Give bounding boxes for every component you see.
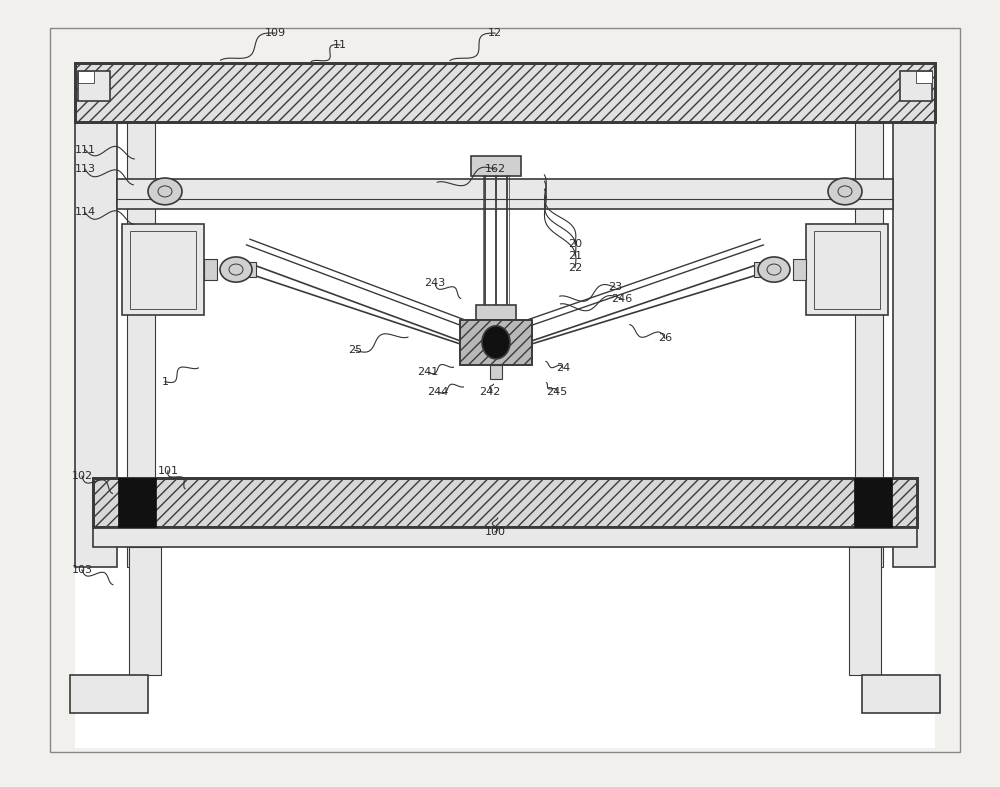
Text: 23: 23: [608, 283, 622, 292]
Bar: [70, 675, 148, 713]
Circle shape: [220, 257, 252, 282]
Bar: [75, 122, 117, 567]
Bar: [855, 122, 883, 567]
Bar: [814, 231, 880, 309]
Text: 20: 20: [568, 239, 582, 249]
Text: 102: 102: [71, 471, 93, 481]
Text: 245: 245: [546, 387, 568, 397]
Bar: [117, 179, 893, 209]
Bar: [849, 547, 881, 675]
Bar: [471, 156, 521, 176]
Bar: [75, 63, 935, 748]
Bar: [93, 478, 917, 527]
Ellipse shape: [482, 326, 510, 359]
Bar: [460, 320, 532, 365]
Bar: [78, 71, 110, 101]
Bar: [122, 224, 204, 315]
Text: 101: 101: [158, 466, 178, 475]
Bar: [78, 71, 94, 83]
Text: 244: 244: [427, 387, 449, 397]
Text: 241: 241: [417, 368, 439, 377]
Text: 243: 243: [424, 279, 446, 288]
Bar: [754, 261, 780, 278]
Circle shape: [758, 257, 790, 282]
Bar: [230, 261, 256, 278]
Text: 100: 100: [484, 527, 506, 537]
Bar: [893, 122, 935, 567]
Bar: [916, 71, 932, 83]
Bar: [75, 63, 935, 122]
Text: 21: 21: [568, 251, 582, 260]
Text: 242: 242: [479, 387, 501, 397]
Bar: [806, 224, 888, 315]
Bar: [130, 231, 196, 309]
Bar: [476, 305, 516, 320]
Bar: [900, 71, 932, 101]
Bar: [460, 320, 532, 365]
Bar: [793, 259, 806, 280]
Bar: [75, 63, 935, 122]
Text: 25: 25: [348, 345, 362, 355]
Text: 24: 24: [556, 364, 570, 373]
Bar: [204, 259, 217, 280]
Text: 26: 26: [658, 334, 672, 343]
Bar: [93, 527, 917, 547]
Bar: [93, 478, 917, 527]
Text: 162: 162: [484, 164, 506, 174]
Text: 103: 103: [72, 565, 92, 575]
Text: 113: 113: [74, 164, 96, 174]
Bar: [862, 675, 940, 713]
Bar: [129, 547, 161, 675]
Bar: [483, 176, 509, 305]
Text: 11: 11: [333, 40, 347, 50]
Text: 114: 114: [74, 208, 96, 217]
Text: 22: 22: [568, 263, 582, 272]
Bar: [118, 478, 156, 527]
Circle shape: [148, 178, 182, 205]
Text: 246: 246: [611, 294, 633, 304]
Text: 111: 111: [74, 145, 96, 154]
Bar: [854, 478, 892, 527]
Text: 109: 109: [264, 28, 286, 38]
Bar: [490, 365, 502, 379]
Bar: [127, 122, 155, 567]
Circle shape: [828, 178, 862, 205]
Text: 1: 1: [162, 377, 168, 386]
Text: 12: 12: [488, 28, 502, 38]
